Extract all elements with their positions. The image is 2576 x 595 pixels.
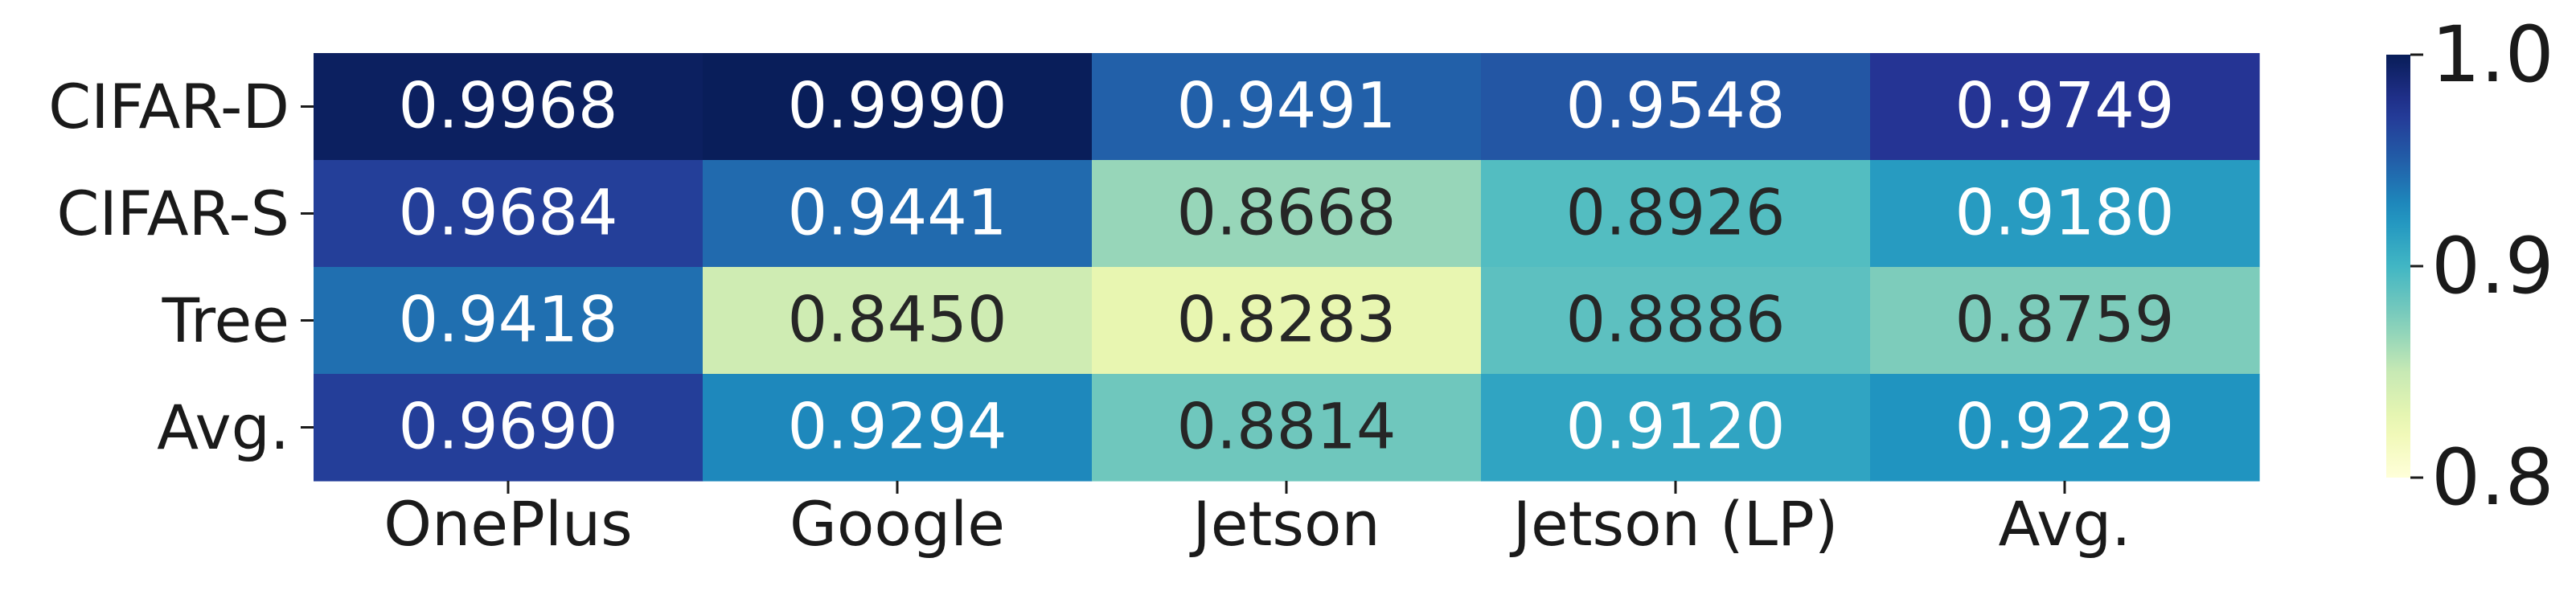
cell-value-label: 0.8759 <box>1955 285 2175 357</box>
cell-value-label: 0.8668 <box>1177 178 1397 250</box>
cell-value-label: 0.9491 <box>1177 71 1397 143</box>
cell-value-label: 0.8450 <box>788 285 1007 357</box>
heatmap-cell <box>703 267 1093 375</box>
heatmap-cell <box>1481 267 1871 375</box>
x-tick-label: Google <box>790 488 1005 560</box>
y-axis-labels: CIFAR-D CIFAR-S Tree Avg. <box>48 71 314 463</box>
colorbar-tick-label: 0.8 <box>2431 433 2554 523</box>
cell-value-label: 0.8814 <box>1177 392 1397 464</box>
x-tick-label: Avg. <box>1999 488 2131 560</box>
cell-value-label: 0.9180 <box>1955 178 2175 250</box>
heatmap-cell <box>703 374 1093 482</box>
heatmap-cell <box>1870 267 2260 375</box>
heatmap-cell <box>314 160 703 268</box>
cell-value-label: 0.9690 <box>399 392 618 464</box>
x-tick-label: Jetson <box>1189 488 1380 560</box>
heatmap-cell <box>1481 374 1871 482</box>
heatmap-cell <box>1092 53 1482 161</box>
heatmap-cell <box>703 160 1093 268</box>
y-tick-label: CIFAR-S <box>56 178 289 249</box>
heatmap-cell <box>1870 160 2260 268</box>
colorbar-tick-label: 0.9 <box>2431 221 2554 311</box>
heatmap-cell <box>1870 53 2260 161</box>
heatmap-cell <box>314 267 703 375</box>
cell-value-label: 0.9294 <box>788 392 1007 464</box>
cell-value-label: 0.9418 <box>399 285 618 357</box>
colorbar: 0.8 0.9 1.0 <box>2386 10 2554 523</box>
colorbar-gradient <box>2386 55 2410 478</box>
heatmap-cell <box>1092 267 1482 375</box>
y-tick-label: Tree <box>162 285 289 356</box>
heatmap-cell <box>1481 53 1871 161</box>
cell-value-label: 0.8886 <box>1566 285 1786 357</box>
cell-value-label: 0.9120 <box>1566 392 1786 464</box>
heatmap-cell <box>1092 160 1482 268</box>
x-axis-labels: OnePlus Google Jetson Jetson (LP) Avg. <box>384 481 2131 560</box>
cell-value-label: 0.9990 <box>788 71 1007 143</box>
heatmap-cell <box>1092 374 1482 482</box>
cell-value-label: 0.8283 <box>1177 285 1397 357</box>
heatmap-cell <box>703 53 1093 161</box>
x-tick-label: OnePlus <box>384 488 632 560</box>
cell-value-label: 0.8926 <box>1566 178 1786 250</box>
x-tick-label: Jetson (LP) <box>1510 488 1839 560</box>
cell-value-label: 0.9548 <box>1566 71 1786 143</box>
colorbar-tick-label: 1.0 <box>2431 10 2554 100</box>
cell-value-label: 0.9749 <box>1955 71 2175 143</box>
cell-value-label: 0.9968 <box>399 71 618 143</box>
heatmap-cell <box>1870 374 2260 482</box>
heatmap-cell <box>314 374 703 482</box>
cell-value-label: 0.9684 <box>399 178 618 250</box>
heatmap-cells: 0.9968 0.9990 0.9491 0.9548 0.9749 0.9684 0.94… <box>314 53 2260 482</box>
heatmap-cell <box>1481 160 1871 268</box>
y-tick-label: CIFAR-D <box>48 71 289 142</box>
y-tick-label: Avg. <box>157 392 289 463</box>
cell-value-label: 0.9441 <box>788 178 1007 250</box>
heatmap-cell <box>314 53 703 161</box>
cell-value-label: 0.9229 <box>1955 392 2175 464</box>
